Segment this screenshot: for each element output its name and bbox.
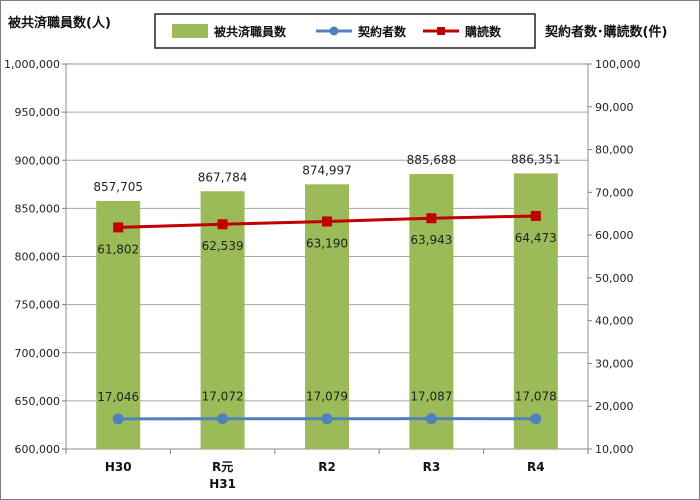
left-axis-tick-label: 750,000 xyxy=(15,299,61,312)
series-data-label: 17,079 xyxy=(306,390,348,404)
x-axis-category-label: R元 xyxy=(212,460,233,474)
right-axis-tick-label: 90,000 xyxy=(595,101,634,114)
series-point-購読数 xyxy=(426,213,437,224)
left-axis-tick-label: 800,000 xyxy=(15,251,61,264)
left-axis-tick-label: 950,000 xyxy=(15,106,61,119)
left-axis-tick-label: 600,000 xyxy=(15,443,61,456)
left-axis-tick-label: 1,000,000 xyxy=(4,58,60,71)
x-axis-category-label: R4 xyxy=(527,460,545,474)
bar-data-label: 886,351 xyxy=(511,152,561,166)
right-axis-tick-label: 70,000 xyxy=(595,186,634,199)
series-point-契約者数 xyxy=(321,413,333,425)
legend-swatch-marker xyxy=(329,26,339,36)
bar-1 xyxy=(96,200,141,449)
right-axis-tick-label: 60,000 xyxy=(595,229,634,242)
bar-3 xyxy=(305,184,349,450)
series-point-購読数 xyxy=(322,216,332,227)
series-data-label: 61,802 xyxy=(97,242,139,256)
series-point-契約者数 xyxy=(530,413,542,425)
left-axis-title: 被共済職員数(人) xyxy=(7,15,111,31)
right-axis-tick-label: 10,000 xyxy=(595,443,634,456)
bar-data-label: 867,784 xyxy=(198,170,248,184)
right-axis-tick-label: 80,000 xyxy=(595,144,634,157)
series-point-契約者数 xyxy=(112,413,124,425)
right-axis-tick-label: 20,000 xyxy=(595,400,634,413)
series-point-契約者数 xyxy=(425,413,437,425)
left-axis-tick-label: 850,000 xyxy=(15,202,61,215)
right-axis-tick-label: 40,000 xyxy=(595,315,634,328)
series-data-label: 17,046 xyxy=(97,390,139,404)
series-data-label: 64,473 xyxy=(515,231,557,245)
right-axis-tick-label: 30,000 xyxy=(595,357,634,370)
legend-swatch-marker xyxy=(437,27,445,35)
bar-data-label: 857,705 xyxy=(93,180,143,194)
legend-label: 購読数 xyxy=(464,24,502,39)
right-axis-tick-label: 50,000 xyxy=(595,272,634,285)
legend-label: 契約者数 xyxy=(357,24,407,39)
left-axis-tick-label: 700,000 xyxy=(15,347,61,360)
series-data-label: 17,087 xyxy=(410,390,452,404)
left-axis-tick-label: 650,000 xyxy=(15,395,61,408)
series-point-購読数 xyxy=(217,219,228,230)
legend-label: 被共済職員数 xyxy=(214,24,287,39)
series-point-購読数 xyxy=(113,222,124,233)
series-data-label: 17,072 xyxy=(202,390,244,404)
bar-data-label: 885,688 xyxy=(407,153,457,167)
series-data-label: 63,943 xyxy=(410,233,452,247)
x-axis-category-label: H30 xyxy=(105,460,132,474)
left-axis-tick-label: 900,000 xyxy=(15,154,61,167)
x-axis-category-label: R3 xyxy=(423,460,441,474)
series-point-購読数 xyxy=(530,210,541,221)
series-point-契約者数 xyxy=(217,413,229,425)
x-axis-category-label: H31 xyxy=(209,477,236,491)
x-axis-category-label: R2 xyxy=(318,460,336,474)
legend-swatch-bar xyxy=(172,24,208,38)
series-data-label: 63,190 xyxy=(306,236,348,250)
series-data-label: 62,539 xyxy=(202,239,244,253)
right-axis-tick-label: 100,000 xyxy=(595,58,641,71)
series-data-label: 17,078 xyxy=(515,390,557,404)
bar-data-label: 874,997 xyxy=(302,163,352,177)
right-axis-title: 契約者数･購読数(件) xyxy=(544,24,667,40)
bar-2 xyxy=(200,191,245,449)
